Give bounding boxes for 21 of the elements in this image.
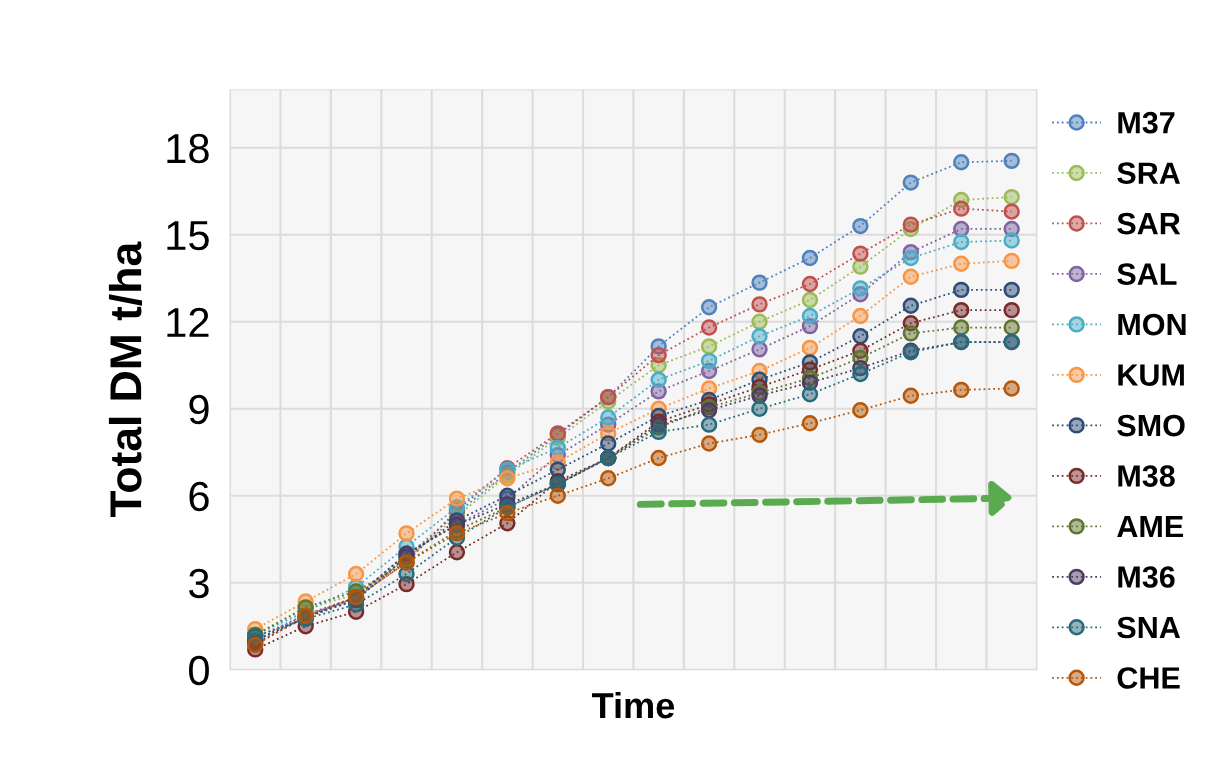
y-tick-label: 18	[167, 133, 209, 164]
legend-label: SRA	[1117, 162, 1181, 184]
y-tick-label: 6	[189, 481, 209, 512]
y-tick-label: 0	[189, 655, 209, 686]
legend-label: M37	[1118, 111, 1175, 134]
legend-label: MON	[1118, 313, 1186, 336]
legend-label: KUM	[1118, 364, 1184, 386]
y-tick-label: 3	[188, 568, 209, 599]
y-axis-title: Total DM t/ha	[108, 241, 143, 518]
legend-label: SAL	[1117, 263, 1177, 285]
legend-label: AME	[1117, 516, 1184, 538]
legend-label: SMO	[1117, 414, 1185, 437]
legend-label: CHE	[1117, 667, 1180, 689]
y-tick-label: 12	[167, 307, 209, 337]
x-axis-title: Time	[592, 691, 675, 719]
legend-label: M36	[1118, 566, 1175, 588]
legend-label: SAR	[1117, 212, 1181, 235]
y-tick-label: 15	[167, 221, 209, 251]
y-tick-label: 9	[189, 394, 209, 425]
legend-label: SNA	[1117, 616, 1181, 639]
legend-label: M38	[1118, 465, 1175, 487]
